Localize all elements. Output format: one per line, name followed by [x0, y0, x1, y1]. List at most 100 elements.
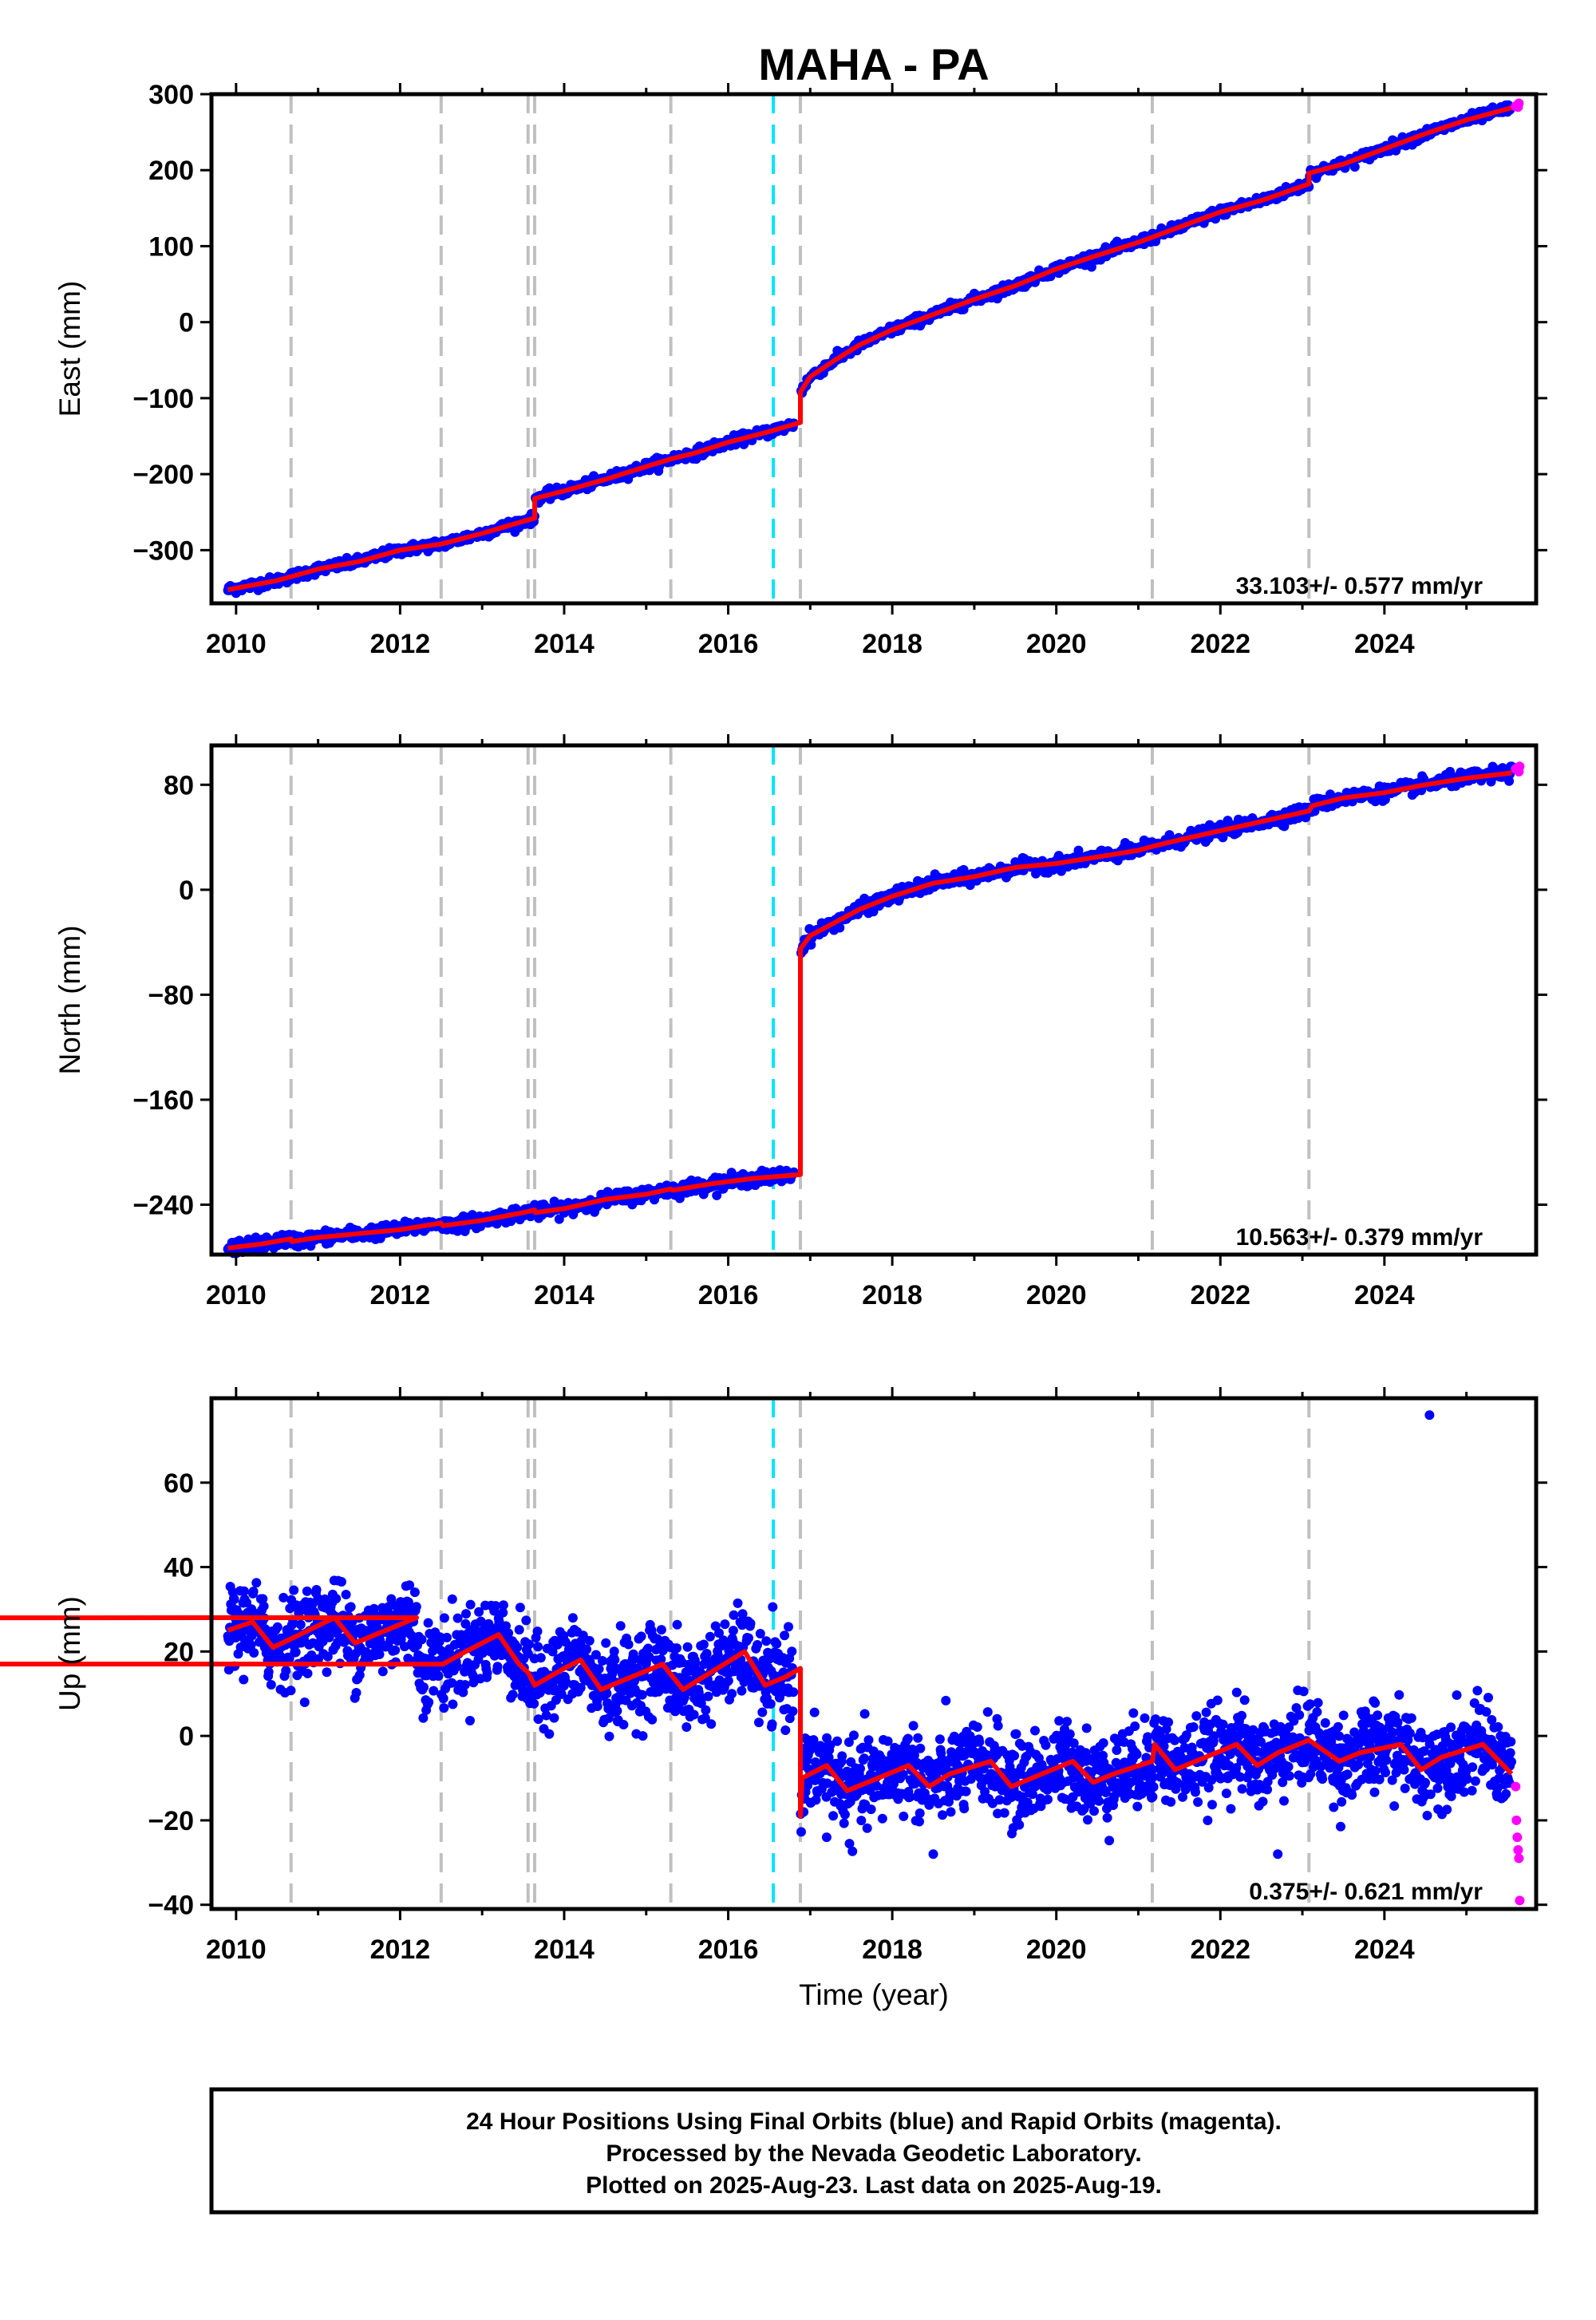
final-point — [419, 1682, 429, 1692]
final-point — [788, 1687, 798, 1697]
final-point — [746, 1618, 756, 1628]
final-point — [439, 1694, 448, 1703]
final-point — [605, 1732, 614, 1741]
final-point — [300, 1698, 310, 1707]
final-point — [733, 1599, 743, 1608]
final-point — [512, 1642, 522, 1652]
final-point — [780, 1725, 790, 1735]
final-point — [493, 1662, 503, 1671]
final-point — [768, 1719, 777, 1729]
final-point — [863, 1824, 872, 1833]
y-tick-label: 0 — [179, 875, 194, 906]
final-point — [289, 1586, 298, 1595]
final-point — [378, 1666, 388, 1676]
final-point — [410, 1587, 420, 1597]
final-point — [1000, 1808, 1009, 1818]
final-point — [342, 1590, 351, 1599]
final-point — [1043, 1795, 1053, 1804]
x-tick-label: 2012 — [370, 1280, 431, 1310]
final-point — [593, 1701, 602, 1711]
final-point — [938, 1810, 947, 1820]
x-tick-label: 2022 — [1190, 629, 1250, 659]
final-point — [616, 1621, 626, 1630]
final-point — [787, 1646, 796, 1656]
final-point — [595, 1664, 604, 1674]
final-point — [946, 1807, 956, 1816]
velocity-label: 33.103+/- 0.577 mm/yr — [1236, 573, 1483, 599]
final-point — [766, 1699, 776, 1709]
final-point — [312, 1585, 322, 1595]
final-point — [724, 1676, 733, 1686]
final-point — [915, 1744, 925, 1753]
final-point — [582, 1645, 591, 1654]
final-point — [973, 1722, 982, 1732]
final-point — [417, 1634, 427, 1644]
final-point — [1065, 1729, 1075, 1739]
x-tick-label: 2012 — [370, 629, 431, 659]
final-point — [744, 1634, 753, 1643]
final-point — [772, 1639, 781, 1649]
final-point — [465, 1716, 475, 1725]
final-point — [440, 1613, 449, 1622]
final-point — [267, 1680, 276, 1690]
final-point — [757, 1708, 767, 1717]
final-point — [788, 1706, 798, 1716]
final-point — [837, 1751, 847, 1761]
final-point — [549, 1713, 559, 1723]
final-point — [657, 1625, 666, 1634]
x-tick-label: 2024 — [1354, 1280, 1415, 1310]
model-line — [228, 773, 1512, 1248]
final-point — [281, 1666, 290, 1675]
final-orbit-points — [223, 1410, 1516, 1859]
final-point — [720, 1619, 729, 1629]
y-axis-label: East (mm) — [53, 281, 86, 417]
y-tick-label: 200 — [148, 156, 194, 186]
final-point — [439, 1703, 448, 1713]
final-point — [460, 1680, 470, 1690]
final-point — [705, 1632, 715, 1642]
final-point — [447, 1678, 456, 1688]
final-point — [352, 1688, 361, 1698]
x-tick-label: 2014 — [534, 629, 595, 659]
x-tick-label: 2022 — [1190, 1280, 1250, 1310]
final-point — [322, 1667, 332, 1677]
y-tick-label: −100 — [132, 384, 194, 414]
final-point — [536, 1653, 546, 1662]
final-point — [499, 1600, 508, 1610]
final-point — [753, 1640, 762, 1650]
y-tick-label: 80 — [164, 770, 194, 800]
final-point — [466, 1600, 476, 1610]
final-point — [1030, 1726, 1040, 1736]
final-point — [913, 1733, 922, 1743]
final-point — [935, 1734, 945, 1744]
y-tick-label: −300 — [132, 536, 194, 566]
y-tick-label: −80 — [148, 980, 194, 1010]
final-point — [461, 1609, 471, 1618]
final-point — [434, 1671, 444, 1681]
final-point — [346, 1602, 356, 1611]
final-point — [974, 1737, 984, 1747]
final-point — [483, 1668, 492, 1678]
final-point — [673, 1620, 682, 1630]
y-tick-label: 100 — [148, 231, 194, 262]
final-point — [849, 1730, 859, 1740]
final-point — [864, 1735, 874, 1745]
final-point — [840, 1810, 850, 1820]
final-point — [302, 1587, 312, 1596]
final-point — [847, 1847, 857, 1856]
final-point — [249, 1648, 259, 1658]
final-point — [296, 1620, 306, 1630]
final-point — [909, 1721, 918, 1730]
plot-frame — [211, 745, 1536, 1255]
final-point — [941, 1696, 950, 1705]
final-point — [291, 1647, 301, 1657]
final-point — [959, 1804, 969, 1813]
y-tick-label: −160 — [132, 1085, 194, 1116]
final-point — [699, 1640, 709, 1650]
final-orbit-points — [223, 101, 1517, 599]
rapid-point — [1515, 761, 1524, 771]
final-point — [637, 1631, 646, 1641]
final-point — [915, 1808, 925, 1818]
